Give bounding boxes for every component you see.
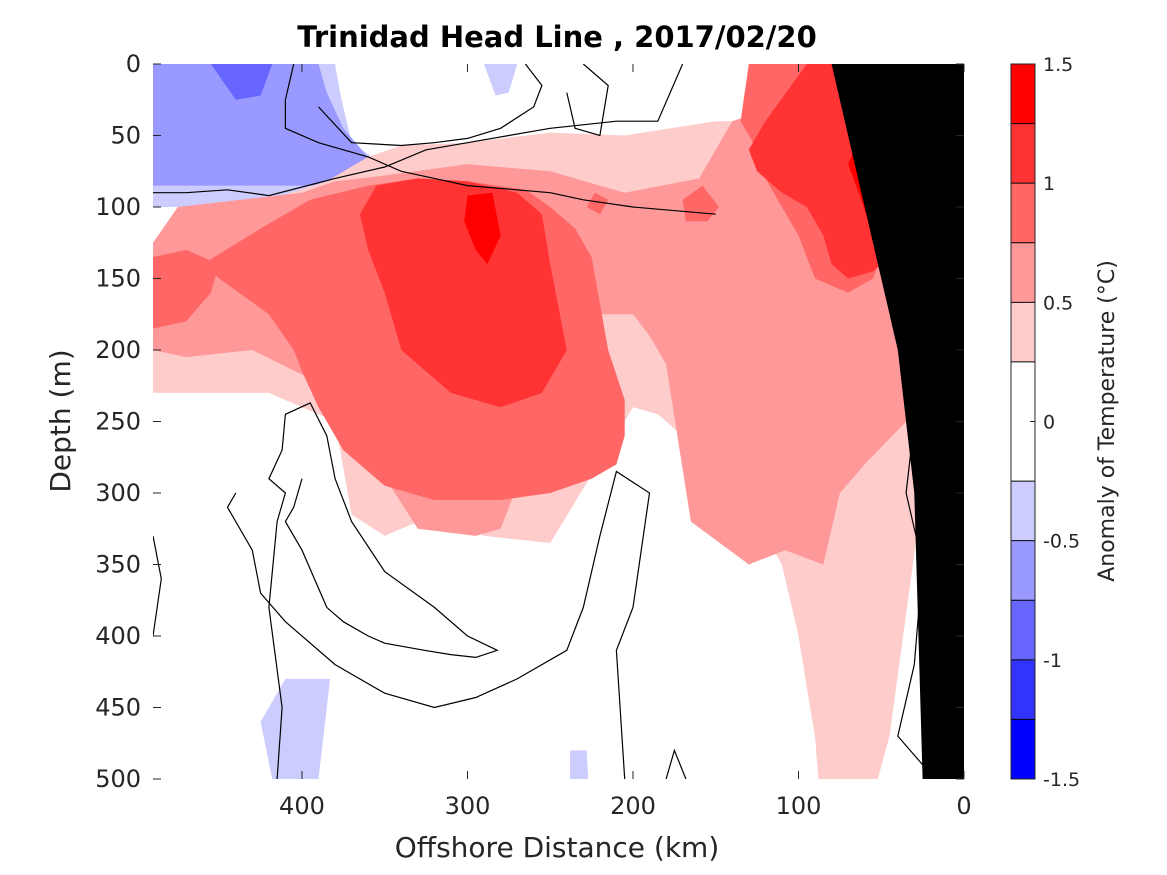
- x-axis-ticks: 400 300 200 100 0: [279, 64, 972, 820]
- y-tick-label-9: 450: [95, 694, 141, 722]
- y-tick-label-7: 350: [95, 551, 141, 579]
- zero-contour-line-0: [153, 64, 684, 197]
- x-tick-label-0: 400: [279, 792, 325, 820]
- zero-contour-line-1: [284, 64, 716, 215]
- contour-region-15: [464, 192, 501, 265]
- zero-contour-line-5: [268, 402, 499, 779]
- y-tick-label-8: 400: [95, 622, 141, 650]
- colorbar-swatch-6: [1011, 302, 1035, 362]
- colorbar-tick-label-4: 0.5: [1043, 292, 1073, 314]
- colorbar: -1.5 -1 -0.5 0 0.5 1 1.5: [1010, 54, 1080, 791]
- chart-title: Trinidad Head Line , 2017/02/20: [297, 20, 817, 54]
- colorbar-swatch-8: [1011, 183, 1035, 243]
- colorbar-frame: [1010, 63, 1036, 780]
- colorbar-label: Anomaly of Temperature (°C): [1095, 260, 1120, 582]
- y-tick-label-1: 50: [110, 122, 141, 150]
- x-axis-label: Offshore Distance (km): [395, 831, 720, 864]
- contour-region-12: [586, 192, 609, 215]
- y-tick-label-3: 150: [95, 265, 141, 293]
- colorbar-swatch-3: [1011, 540, 1035, 601]
- colorbar-swatch-1: [1011, 659, 1035, 720]
- y-tick-label-2: 100: [95, 193, 141, 221]
- contour-region-2: [210, 64, 273, 100]
- x-tick-label-3: 100: [776, 792, 822, 820]
- zero-contour-line-3: [566, 64, 609, 137]
- y-tick-label-0: 0: [126, 50, 141, 78]
- y-tick-label-4: 200: [95, 336, 141, 364]
- contour-region-3: [484, 64, 518, 96]
- contour-region-4: [260, 678, 331, 779]
- colorbar-tick-label-3: 0: [1043, 412, 1055, 434]
- zero-contour-line-7: [665, 748, 687, 779]
- plot-area: [153, 64, 964, 779]
- x-tick-label-4: 0: [956, 792, 971, 820]
- colorbar-swatch-4: [1011, 481, 1035, 541]
- y-tick-label-6: 300: [95, 479, 141, 507]
- bathymetry-layer: [831, 64, 964, 779]
- bathymetry-shape: [831, 64, 964, 779]
- y-axis-label: Depth (m): [44, 349, 77, 492]
- colorbar-swatch-2: [1011, 600, 1035, 660]
- colorbar-swatch-9: [1011, 123, 1035, 184]
- zero-contour-line-4: [153, 535, 162, 637]
- colorbar-swatch-7: [1011, 242, 1035, 303]
- contour-region-8: [153, 249, 220, 329]
- contour-region-1: [153, 64, 468, 186]
- zero-contour-line-6: [226, 470, 651, 779]
- contour-region-13: [359, 178, 567, 408]
- y-axis-ticks: 0 50 100 150 200 250 300 350 400 450 500: [95, 50, 964, 793]
- contour-region-5: [570, 750, 589, 779]
- colorbar-tick-label-1: -1: [1043, 650, 1062, 672]
- colorbar-tick-label-6: 1.5: [1043, 54, 1073, 76]
- colorbar-swatch-0: [1011, 719, 1035, 779]
- y-tick-label-5: 250: [95, 408, 141, 436]
- colorbar-tick-label-2: -0.5: [1043, 531, 1080, 553]
- colorbar-tick-label-0: -1.5: [1043, 769, 1080, 791]
- colorbar-swatch-10: [1011, 64, 1035, 124]
- colorbar-tick-label-5: 1: [1043, 173, 1055, 195]
- x-tick-label-2: 200: [610, 792, 656, 820]
- x-tick-label-1: 300: [445, 792, 491, 820]
- zero-contour-line-2: [318, 64, 543, 147]
- y-tick-label-10: 500: [95, 765, 141, 793]
